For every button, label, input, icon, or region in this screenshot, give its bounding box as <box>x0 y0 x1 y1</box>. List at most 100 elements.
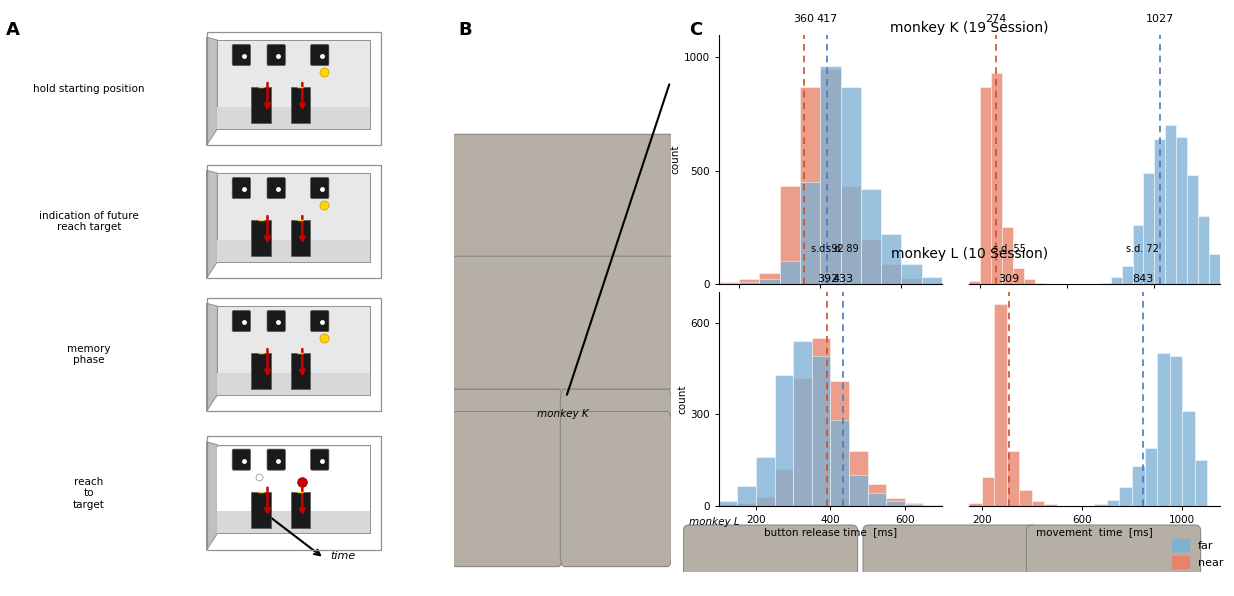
Bar <box>756 457 775 505</box>
FancyBboxPatch shape <box>560 411 671 567</box>
Bar <box>719 282 739 284</box>
Text: hold starting position: hold starting position <box>33 83 144 94</box>
Bar <box>849 475 868 505</box>
Text: A: A <box>6 21 20 39</box>
Bar <box>739 282 759 284</box>
FancyBboxPatch shape <box>217 372 370 395</box>
Bar <box>1154 139 1165 284</box>
FancyBboxPatch shape <box>311 449 329 470</box>
FancyBboxPatch shape <box>290 220 310 256</box>
FancyBboxPatch shape <box>452 411 563 567</box>
Text: 843: 843 <box>1132 274 1154 284</box>
Bar <box>780 187 800 284</box>
Bar <box>719 504 738 505</box>
FancyBboxPatch shape <box>252 492 270 528</box>
Bar <box>995 305 1007 505</box>
Bar <box>1157 353 1170 505</box>
FancyBboxPatch shape <box>232 178 251 198</box>
FancyBboxPatch shape <box>311 45 329 66</box>
Bar <box>1133 225 1144 284</box>
Legend: far, near: far, near <box>1167 535 1228 572</box>
Text: monkey K (19 Session): monkey K (19 Session) <box>890 21 1049 35</box>
FancyBboxPatch shape <box>452 134 674 267</box>
FancyBboxPatch shape <box>290 353 310 389</box>
Bar <box>738 502 756 505</box>
FancyBboxPatch shape <box>217 511 370 533</box>
Bar <box>901 263 922 284</box>
Bar <box>868 493 886 505</box>
Bar <box>759 272 780 284</box>
FancyBboxPatch shape <box>290 492 310 528</box>
FancyBboxPatch shape <box>452 389 563 533</box>
Text: monkey L (10 Session): monkey L (10 Session) <box>891 247 1048 261</box>
Bar <box>719 283 739 284</box>
Bar <box>1013 268 1024 284</box>
X-axis label: button release time  [ms]: button release time [ms] <box>764 527 897 538</box>
Bar <box>1165 125 1176 284</box>
Text: C: C <box>689 21 702 39</box>
Bar <box>793 378 812 505</box>
Bar <box>901 278 922 284</box>
Bar <box>830 381 849 505</box>
Bar <box>1019 491 1032 505</box>
Bar <box>1119 488 1132 505</box>
FancyBboxPatch shape <box>267 311 285 331</box>
Bar <box>756 496 775 505</box>
Bar <box>840 86 861 284</box>
Bar <box>905 504 923 505</box>
Bar <box>868 485 886 505</box>
Bar <box>861 238 881 284</box>
Bar <box>881 234 901 284</box>
Bar <box>821 69 840 284</box>
FancyBboxPatch shape <box>267 449 285 470</box>
FancyBboxPatch shape <box>232 311 251 331</box>
FancyBboxPatch shape <box>267 178 285 198</box>
Bar <box>1145 448 1157 505</box>
FancyBboxPatch shape <box>252 220 270 256</box>
Text: 433: 433 <box>832 274 853 284</box>
Bar <box>1170 356 1182 505</box>
FancyBboxPatch shape <box>252 353 270 389</box>
Bar <box>881 263 901 284</box>
Y-axis label: count: count <box>677 384 687 414</box>
Bar <box>1182 411 1195 505</box>
Bar <box>775 374 793 505</box>
Bar <box>1132 466 1145 505</box>
Bar <box>840 187 861 284</box>
FancyBboxPatch shape <box>311 311 329 331</box>
FancyBboxPatch shape <box>252 87 270 123</box>
Bar <box>1002 227 1013 284</box>
Text: 392: 392 <box>817 274 838 284</box>
Bar <box>969 502 982 505</box>
Bar <box>1032 501 1044 505</box>
FancyBboxPatch shape <box>217 448 370 511</box>
Bar <box>1034 283 1045 284</box>
Bar <box>739 280 759 284</box>
Text: monkey L: monkey L <box>689 517 739 527</box>
FancyBboxPatch shape <box>232 45 251 66</box>
FancyBboxPatch shape <box>290 87 310 123</box>
Text: s.d. 55: s.d. 55 <box>992 244 1025 254</box>
X-axis label: button release time  [ms]: button release time [ms] <box>764 306 897 316</box>
Bar <box>861 189 881 284</box>
FancyBboxPatch shape <box>217 107 370 129</box>
Bar <box>1024 280 1034 284</box>
Bar <box>982 477 995 505</box>
X-axis label: movement  time  [ms]: movement time [ms] <box>1037 527 1153 538</box>
FancyBboxPatch shape <box>217 240 370 262</box>
Bar <box>1099 283 1111 284</box>
Text: 274: 274 <box>986 14 1007 24</box>
Bar <box>1176 136 1187 284</box>
FancyBboxPatch shape <box>232 449 251 470</box>
Bar <box>793 341 812 505</box>
FancyBboxPatch shape <box>217 173 370 262</box>
Bar <box>830 420 849 505</box>
Text: 1027: 1027 <box>1146 14 1175 24</box>
Bar <box>821 66 840 284</box>
Bar <box>849 451 868 505</box>
X-axis label: movement  time  [ms]: movement time [ms] <box>1037 306 1153 316</box>
Bar <box>886 498 905 505</box>
FancyBboxPatch shape <box>560 389 671 533</box>
FancyBboxPatch shape <box>217 445 370 533</box>
Bar <box>812 356 830 505</box>
